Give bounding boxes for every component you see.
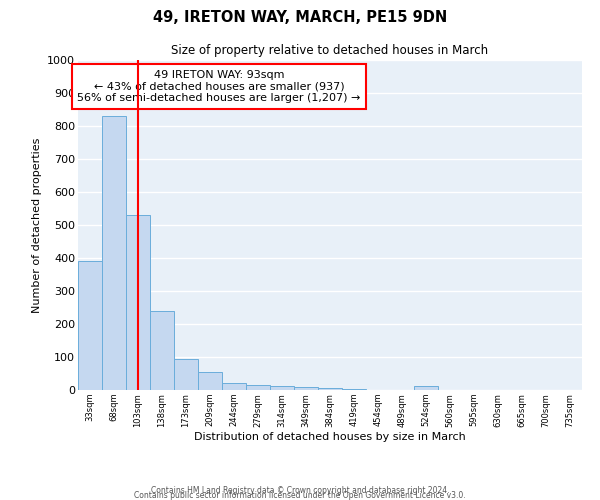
Bar [294, 388, 318, 390]
Y-axis label: Number of detached properties: Number of detached properties [32, 138, 41, 312]
Bar [78, 262, 102, 390]
Bar [150, 311, 174, 390]
Bar [246, 385, 270, 390]
Bar [318, 388, 342, 390]
Bar [126, 215, 150, 390]
X-axis label: Distribution of detached houses by size in March: Distribution of detached houses by size … [194, 432, 466, 442]
Text: Contains HM Land Registry data © Crown copyright and database right 2024.: Contains HM Land Registry data © Crown c… [151, 486, 449, 495]
Text: 49 IRETON WAY: 93sqm
← 43% of detached houses are smaller (937)
56% of semi-deta: 49 IRETON WAY: 93sqm ← 43% of detached h… [77, 70, 361, 103]
Title: Size of property relative to detached houses in March: Size of property relative to detached ho… [172, 44, 488, 58]
Bar [174, 358, 198, 390]
Bar [198, 372, 222, 390]
Bar [222, 382, 246, 390]
Bar [270, 386, 294, 390]
Bar [414, 386, 438, 390]
Bar [102, 116, 126, 390]
Bar [342, 389, 366, 390]
Text: Contains public sector information licensed under the Open Government Licence v3: Contains public sector information licen… [134, 491, 466, 500]
Text: 49, IRETON WAY, MARCH, PE15 9DN: 49, IRETON WAY, MARCH, PE15 9DN [153, 10, 447, 25]
